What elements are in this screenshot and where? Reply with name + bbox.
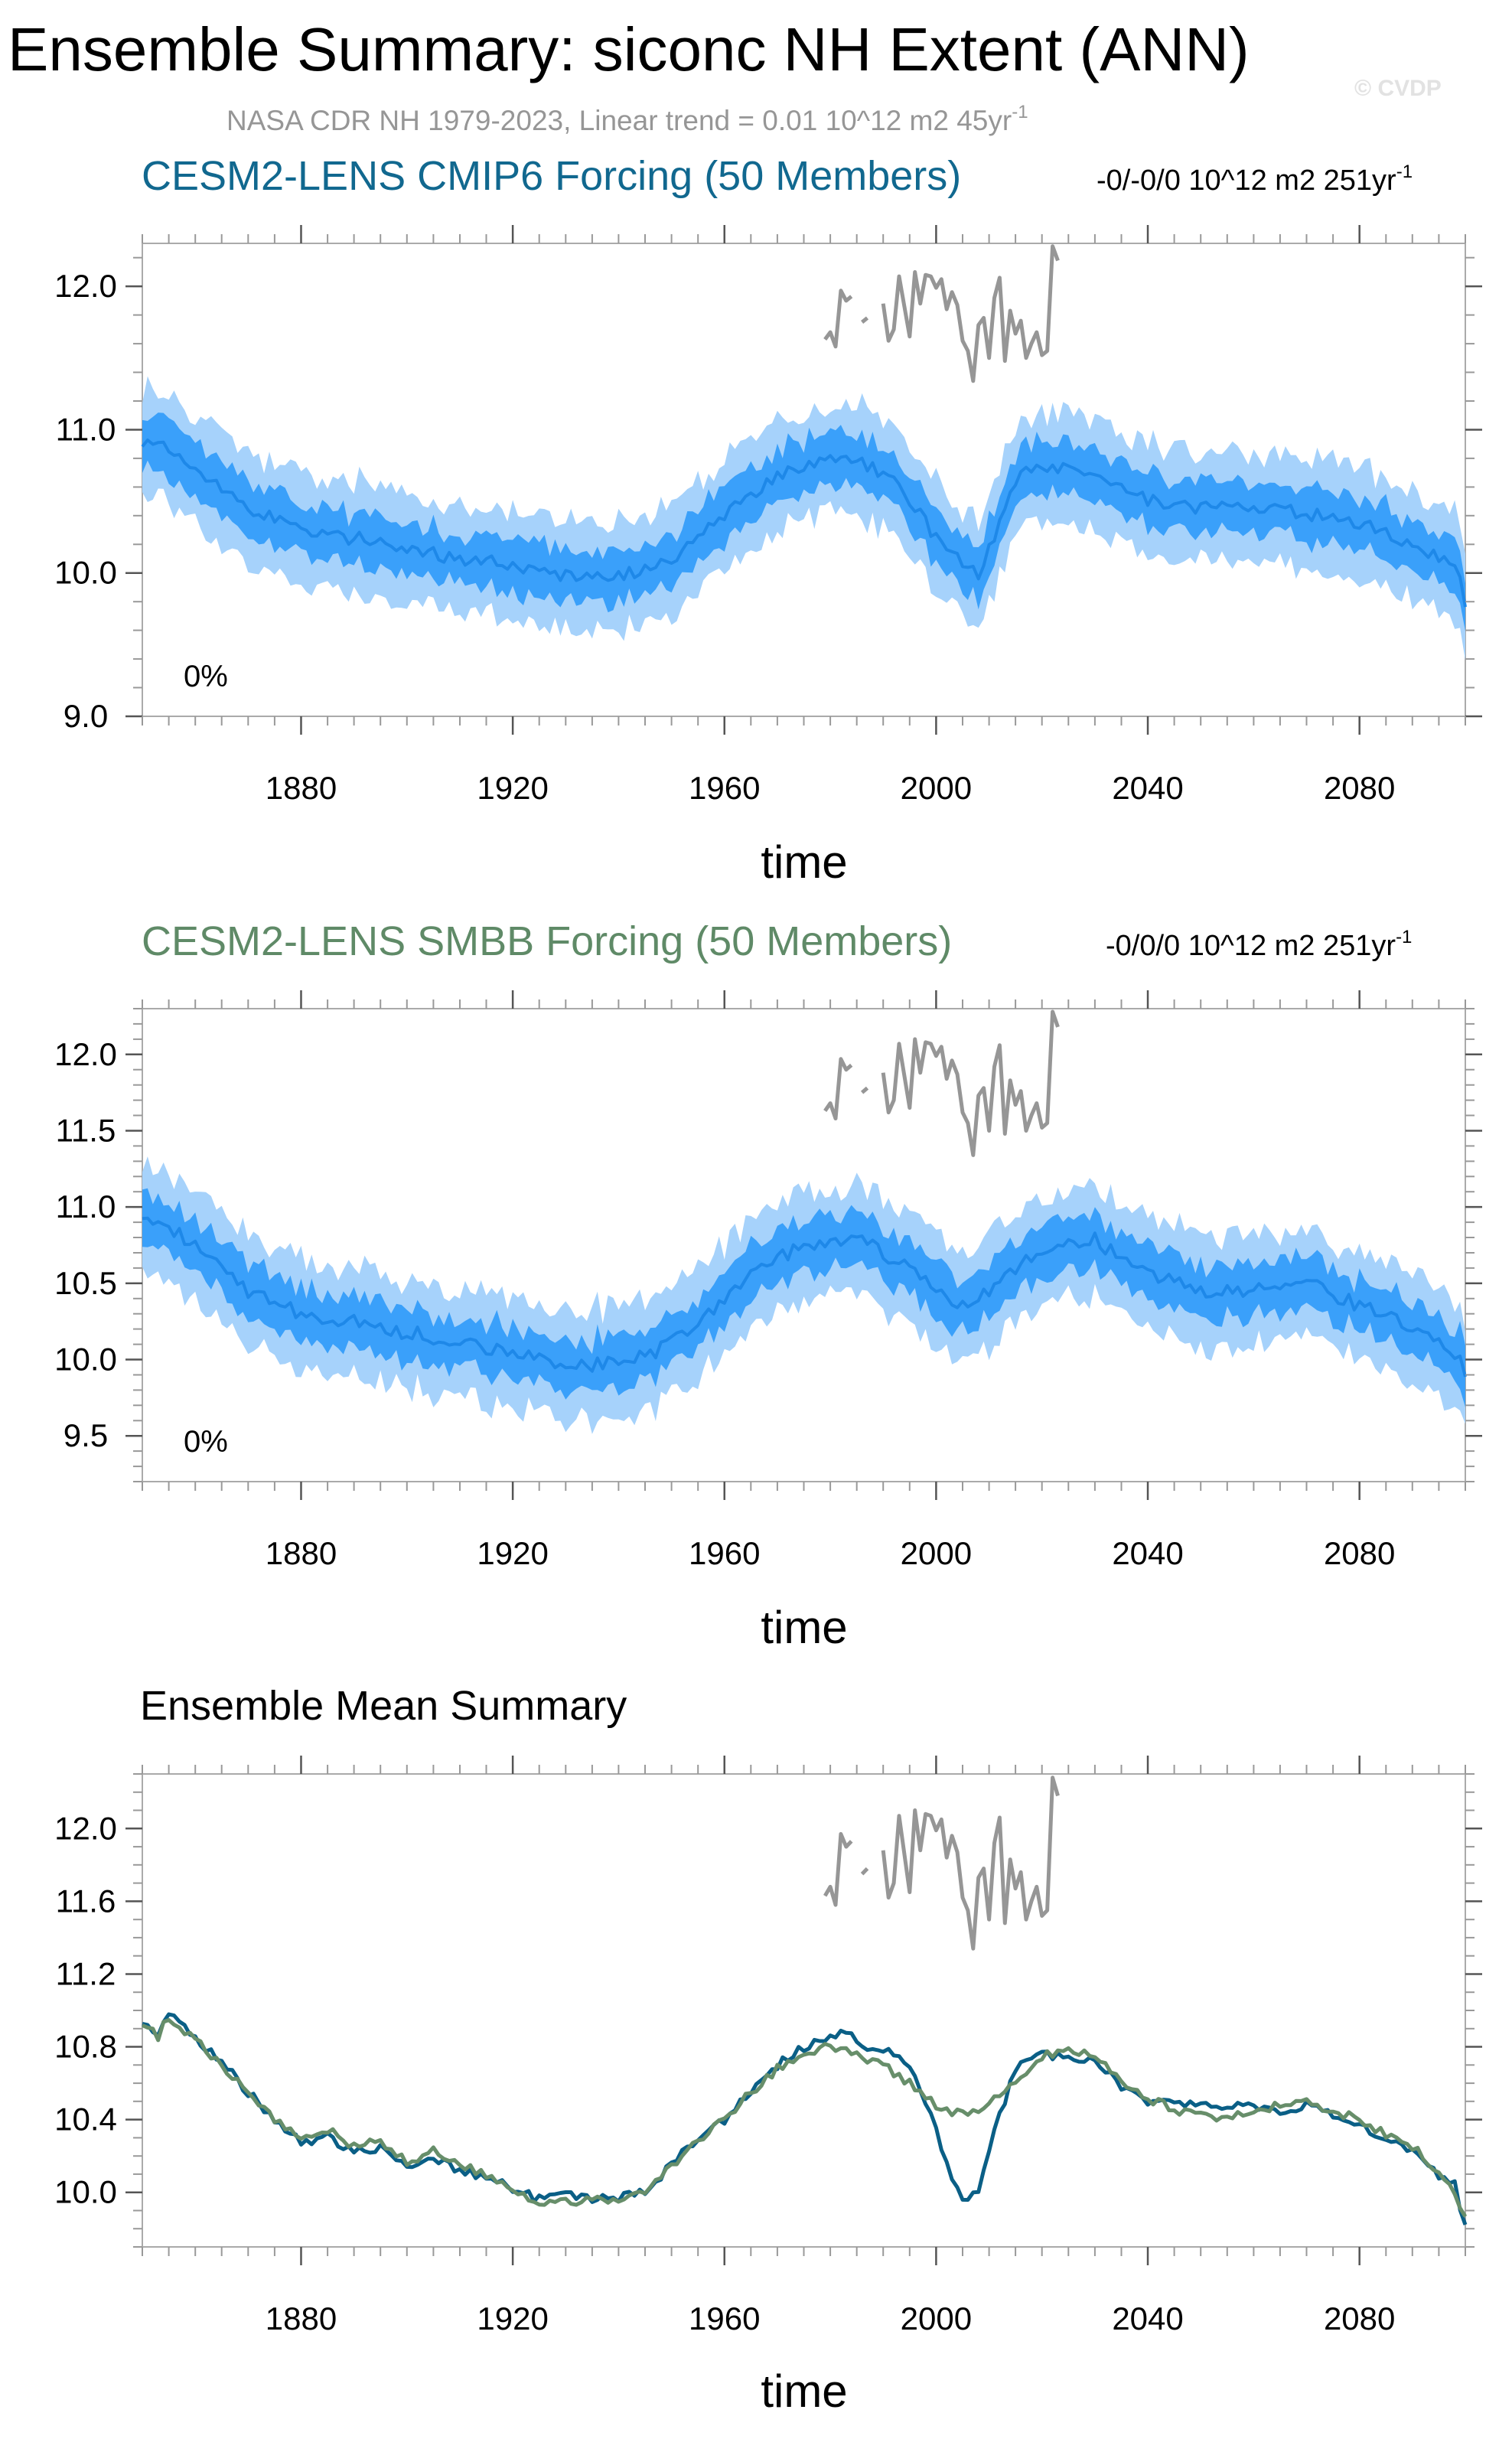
cmip6-mean-line xyxy=(142,2012,1468,2225)
y-tick-label: 10.0 xyxy=(54,555,117,591)
x-tick-label: 2080 xyxy=(1324,1535,1395,1571)
y-tick-label: 12.0 xyxy=(54,1036,117,1072)
observations-line xyxy=(823,1775,1060,1951)
x-tick-label: 2000 xyxy=(901,770,972,806)
y-tick-label: 12.0 xyxy=(54,268,117,304)
panel-smbb: CESM2-LENS SMBB Forcing (50 Members) -0/… xyxy=(54,918,1482,1653)
panel-cmip6: CESM2-LENS CMIP6 Forcing (50 Members) -0… xyxy=(54,153,1482,888)
y-tick-label: 10.0 xyxy=(54,2174,117,2210)
cvdp-watermark: © CVDP xyxy=(1354,76,1442,101)
y-tick-label: 10.0 xyxy=(54,1342,117,1378)
panel-mean-title: Ensemble Mean Summary xyxy=(140,1683,627,1729)
y-tick-label: 11.0 xyxy=(56,411,116,447)
ensemble-mean-line xyxy=(141,439,1467,608)
y-tick-label: 10.4 xyxy=(54,2102,117,2137)
panel-smbb-trend-text: -0/0/0 10^12 m2 251yr xyxy=(1106,930,1396,962)
x-tick-label: 1920 xyxy=(477,1535,548,1571)
obs-trend-subtitle-sup: -1 xyxy=(1012,102,1028,122)
panel-mean-data xyxy=(142,1775,1468,2225)
outer-spread-band xyxy=(142,376,1465,660)
panel-smbb-axes: 9.5 10.0 10.5 11.0 11.5 12.0 1880 1920 1960 2000 2… xyxy=(54,990,1482,1571)
y-tick-label: 10.8 xyxy=(54,2029,117,2065)
outer-spread-band xyxy=(142,1156,1465,1434)
y-tick-label: 10.5 xyxy=(54,1265,117,1301)
figure-title: Ensemble Summary: siconc NH Extent (ANN) xyxy=(8,15,1250,83)
x-tick-label: 2040 xyxy=(1112,1535,1183,1571)
panel-cmip6-trend: -0/-0/0 10^12 m2 251yr-1 xyxy=(1097,161,1413,197)
y-tick-label: 11.6 xyxy=(56,1883,116,1919)
panel-smbb-trend: -0/0/0 10^12 m2 251yr-1 xyxy=(1106,927,1412,962)
observations-line xyxy=(823,244,1060,383)
x-tick-label: 1960 xyxy=(689,2300,760,2336)
ensemble-mean-line xyxy=(142,1216,1467,1378)
panel-ensemble-mean: Ensemble Mean Summary 10.0 10.4 10.8 11.2 11… xyxy=(54,1683,1482,2417)
x-tick-label: 1920 xyxy=(477,2300,548,2336)
x-tick-label: 1960 xyxy=(689,1535,760,1571)
panel-mean-axes: 10.0 10.4 10.8 11.2 11.6 12.0 1880 1920 1960 2000… xyxy=(54,1756,1482,2336)
panel-cmip6-trend-sup: -1 xyxy=(1396,161,1413,182)
x-tick-label: 1880 xyxy=(266,770,337,806)
y-tick-label: 11.0 xyxy=(56,1189,116,1224)
inner-spread-band xyxy=(142,412,1465,631)
panel-smbb-xlabel: time xyxy=(761,1602,847,1653)
panel-smbb-percent-label: 0% xyxy=(184,1425,228,1459)
x-tick-label: 2000 xyxy=(901,2300,972,2336)
smbb-mean-line xyxy=(142,2018,1468,2218)
panel-smbb-trend-sup: -1 xyxy=(1396,927,1412,947)
y-tick-label: 11.2 xyxy=(56,1955,116,1991)
panel-cmip6-axes: 9.0 10.0 11.0 12.0 1880 1920 1960 2000 2040 2080 xyxy=(54,225,1482,806)
x-tick-label: 2080 xyxy=(1324,770,1395,806)
x-tick-label: 2080 xyxy=(1324,2300,1395,2336)
observations-line xyxy=(823,1009,1060,1157)
y-tick-label: 9.5 xyxy=(64,1417,108,1453)
x-tick-label: 2040 xyxy=(1112,2300,1183,2336)
x-tick-label: 1960 xyxy=(689,770,760,806)
x-tick-label: 1880 xyxy=(266,1535,337,1571)
y-tick-label: 11.5 xyxy=(56,1112,116,1148)
x-tick-label: 2040 xyxy=(1112,770,1183,806)
panel-cmip6-xlabel: time xyxy=(761,836,847,888)
y-tick-label: 12.0 xyxy=(54,1810,117,1846)
inner-spread-band xyxy=(142,1188,1465,1407)
panel-cmip6-data xyxy=(141,244,1467,660)
x-tick-label: 1880 xyxy=(266,2300,337,2336)
x-tick-label: 1920 xyxy=(477,770,548,806)
panel-cmip6-percent-label: 0% xyxy=(184,660,228,693)
y-tick-label: 9.0 xyxy=(64,698,108,734)
panel-mean-plot-area xyxy=(142,1773,1466,2248)
obs-trend-subtitle: NASA CDR NH 1979-2023, Linear trend = 0.… xyxy=(226,102,1028,136)
x-tick-label: 2000 xyxy=(901,1535,972,1571)
panel-cmip6-title: CESM2-LENS CMIP6 Forcing (50 Members) xyxy=(142,153,961,199)
panel-cmip6-trend-text: -0/-0/0 10^12 m2 251yr xyxy=(1097,165,1396,197)
panel-smbb-data xyxy=(142,1009,1467,1434)
panel-smbb-title: CESM2-LENS SMBB Forcing (50 Members) xyxy=(142,918,952,964)
panel-mean-xlabel: time xyxy=(761,2366,847,2417)
obs-trend-subtitle-text: NASA CDR NH 1979-2023, Linear trend = 0.… xyxy=(226,105,1012,136)
